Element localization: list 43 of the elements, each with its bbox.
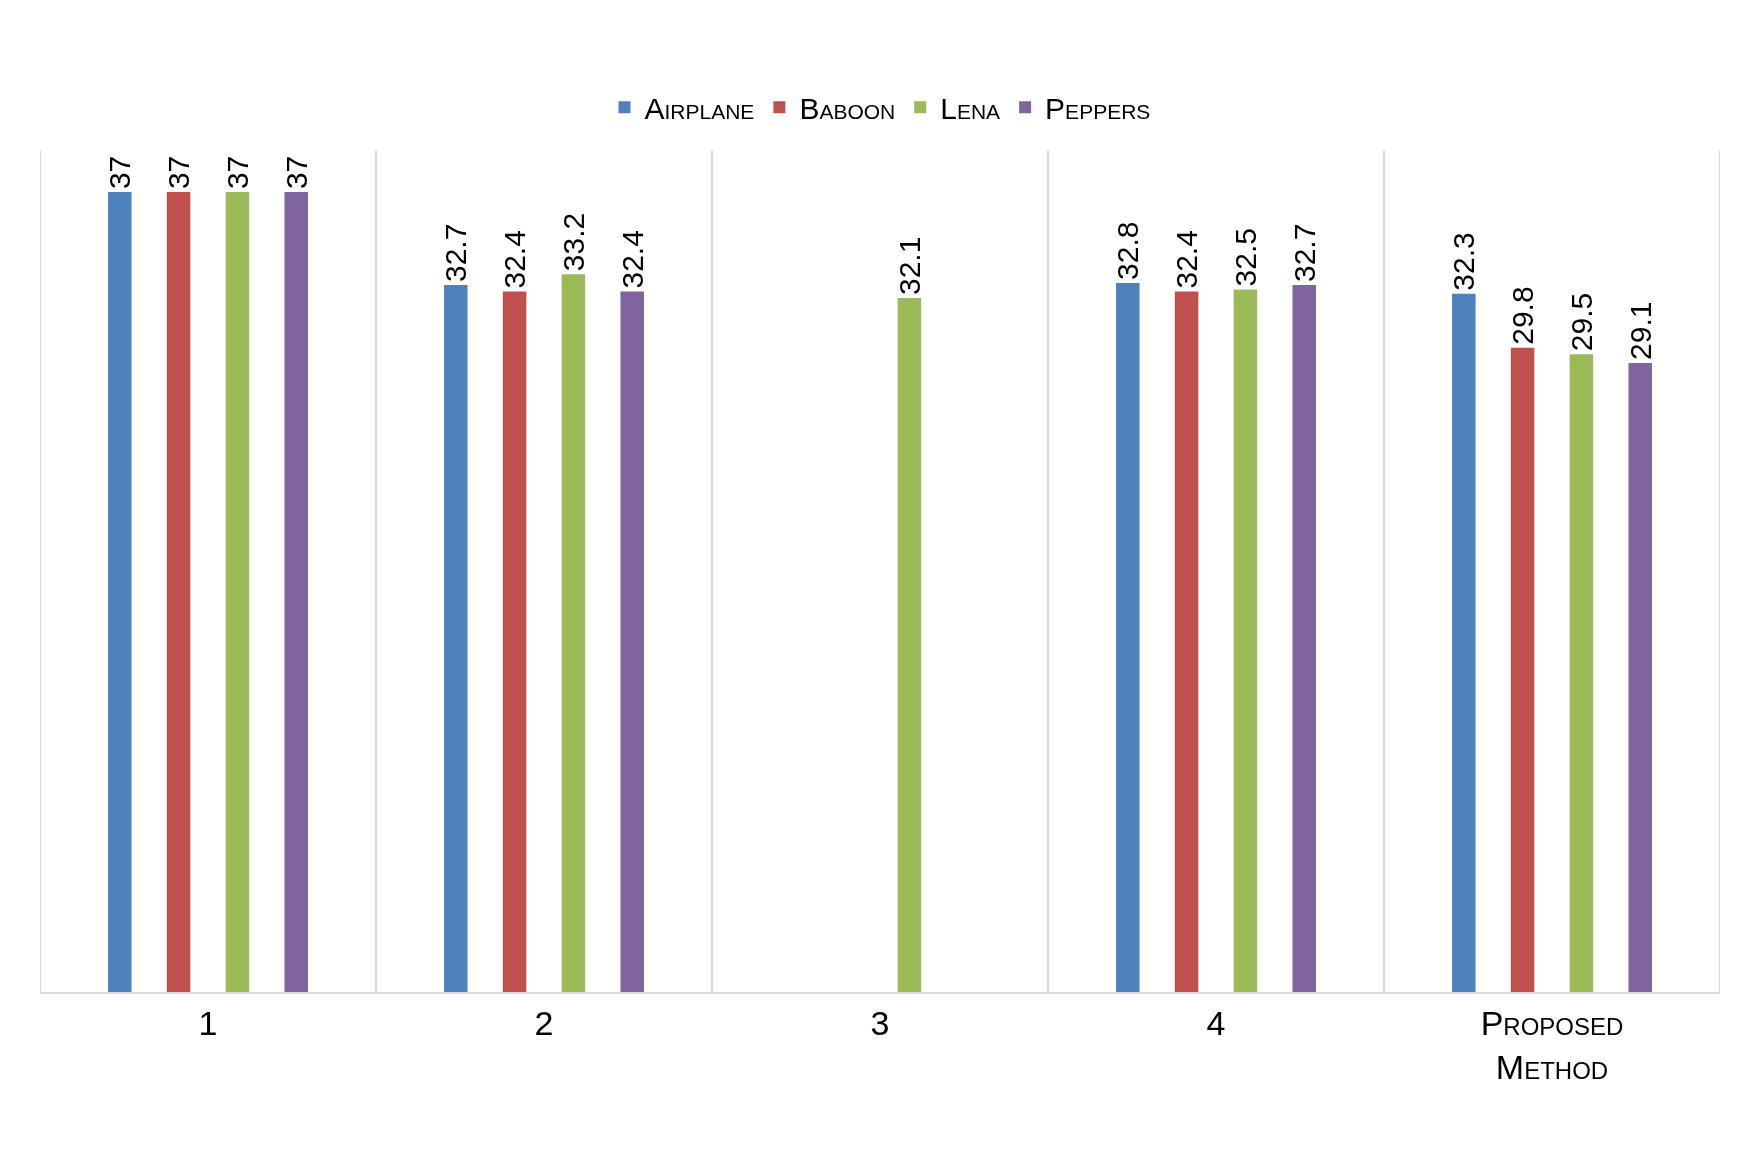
x-tick-label: 4 [1206, 1003, 1226, 1042]
data-label: 32.7 [1287, 223, 1321, 283]
x-tick-label: 3 [870, 1003, 890, 1042]
bar [225, 192, 250, 992]
data-label: 29.1 [1623, 301, 1657, 360]
data-label: 32.4 [1170, 230, 1204, 289]
bar [502, 291, 527, 992]
bar [108, 192, 132, 992]
bar [620, 291, 644, 992]
data-label: 37 [103, 155, 137, 190]
data-label: 32.1 [892, 236, 926, 296]
x-tick-label: 2 [534, 1003, 554, 1042]
data-label: 32.3 [1447, 232, 1481, 291]
x-tick-label: Proposed Method [1480, 1003, 1624, 1086]
data-label: 32.8 [1111, 221, 1145, 280]
bar [1174, 291, 1199, 992]
data-label: 32.4 [615, 230, 649, 289]
bar [1452, 293, 1476, 992]
bar [1116, 282, 1140, 992]
data-label: 33.2 [556, 212, 590, 272]
data-label: 37 [220, 155, 254, 190]
bar [166, 192, 191, 992]
bar [1628, 362, 1652, 992]
data-label: 37 [162, 155, 196, 190]
bar [1510, 347, 1535, 992]
data-label: 32.5 [1228, 228, 1262, 287]
legend-label: Lena [940, 91, 1001, 125]
bar [444, 285, 468, 992]
data-label: 32.4 [498, 230, 532, 289]
legend-label: Peppers [1045, 91, 1151, 125]
x-tick-label: 1 [198, 1003, 218, 1042]
data-label: 29.8 [1506, 286, 1540, 345]
bar [897, 298, 922, 992]
bar [1233, 289, 1258, 992]
bar [561, 274, 586, 992]
data-label: 32.7 [439, 223, 473, 283]
bar [284, 192, 308, 992]
data-label: 37 [279, 155, 313, 190]
legend-label: Baboon [799, 91, 896, 125]
bar [1292, 285, 1316, 992]
data-label: 29.5 [1564, 292, 1598, 352]
legend-label: Airplane [644, 91, 755, 125]
bar [1569, 354, 1594, 992]
